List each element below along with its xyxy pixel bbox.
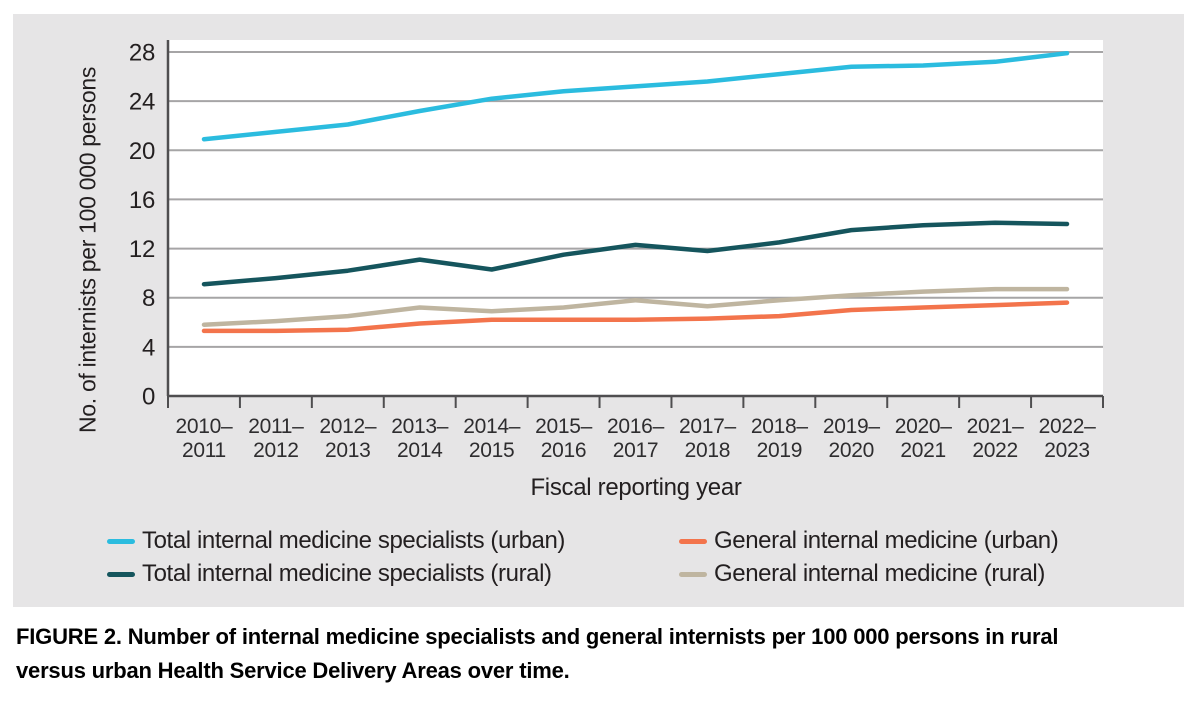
legend-label-gim-urban: General internal medicine (urban): [714, 527, 1059, 554]
legend-swatch-gim-urban-line: [679, 538, 707, 544]
x-tick-label: 2020– 2021: [895, 415, 953, 462]
legend-swatch-total-urban-line: [107, 538, 135, 544]
legend-item-gim-rural: General internal medicine (rural): [679, 560, 1045, 588]
legend-label-total-rural: Total internal medicine specialists (rur…: [142, 560, 552, 587]
x-tick-label: 2021– 2022: [967, 415, 1025, 462]
y-tick-label-4: 4: [142, 334, 155, 361]
legend-swatch-gim-rural-line: [679, 571, 707, 577]
x-tick-label: 2010– 2011: [176, 415, 234, 462]
figure-caption-text-line2: versus urban Health Service Delivery Are…: [16, 658, 570, 683]
y-tick-label-0: 0: [142, 384, 155, 411]
figure-caption-label: FIGURE 2.: [16, 624, 122, 649]
y-axis-title: No. of internists per 100 000 persons: [74, 66, 101, 434]
legend-item-total-urban: Total internal medicine specialists (urb…: [107, 527, 565, 555]
series-line-2: [201, 300, 1070, 334]
series-line-3: [201, 286, 1070, 327]
x-tick-label: 2017– 2018: [679, 415, 737, 462]
x-axis-title: Fiscal reporting year: [530, 474, 742, 501]
figure-caption-text-line1: Number of internal medicine specialists …: [127, 624, 1059, 649]
y-tick-label-12: 12: [129, 236, 155, 263]
x-tick-label: 2011– 2012: [248, 415, 304, 462]
legend-swatch-total-rural-line: [107, 571, 135, 577]
x-tick-label: 2016– 2017: [607, 415, 665, 462]
plot-area: [168, 40, 1103, 396]
series-line-1: [201, 220, 1070, 287]
y-tick-label-28: 28: [129, 40, 155, 67]
x-tick-label: 2012– 2013: [319, 415, 377, 462]
legend-label-total-urban: Total internal medicine specialists (urb…: [142, 527, 566, 554]
x-tick-label: 2022– 2023: [1039, 415, 1097, 462]
figure-caption: FIGURE 2. Number of internal medicine sp…: [16, 620, 1196, 688]
legend-label-gim-rural: General internal medicine (rural): [714, 560, 1045, 587]
y-tick-label-24: 24: [129, 89, 155, 116]
x-tick-label: 2015– 2016: [535, 415, 593, 462]
legend-item-gim-urban: General internal medicine (urban): [679, 527, 1059, 555]
x-tick-label: 2019– 2020: [823, 415, 881, 462]
y-tick-label-16: 16: [129, 187, 155, 214]
y-tick-label-20: 20: [129, 138, 155, 165]
series-line-0: [201, 50, 1070, 142]
x-tick-label: 2013– 2014: [391, 415, 449, 462]
x-tick-label: 2018– 2019: [751, 415, 809, 462]
x-tick-label: 2014– 2015: [463, 415, 521, 462]
legend-item-total-rural: Total internal medicine specialists (rur…: [107, 560, 552, 588]
y-tick-label-8: 8: [142, 285, 155, 312]
